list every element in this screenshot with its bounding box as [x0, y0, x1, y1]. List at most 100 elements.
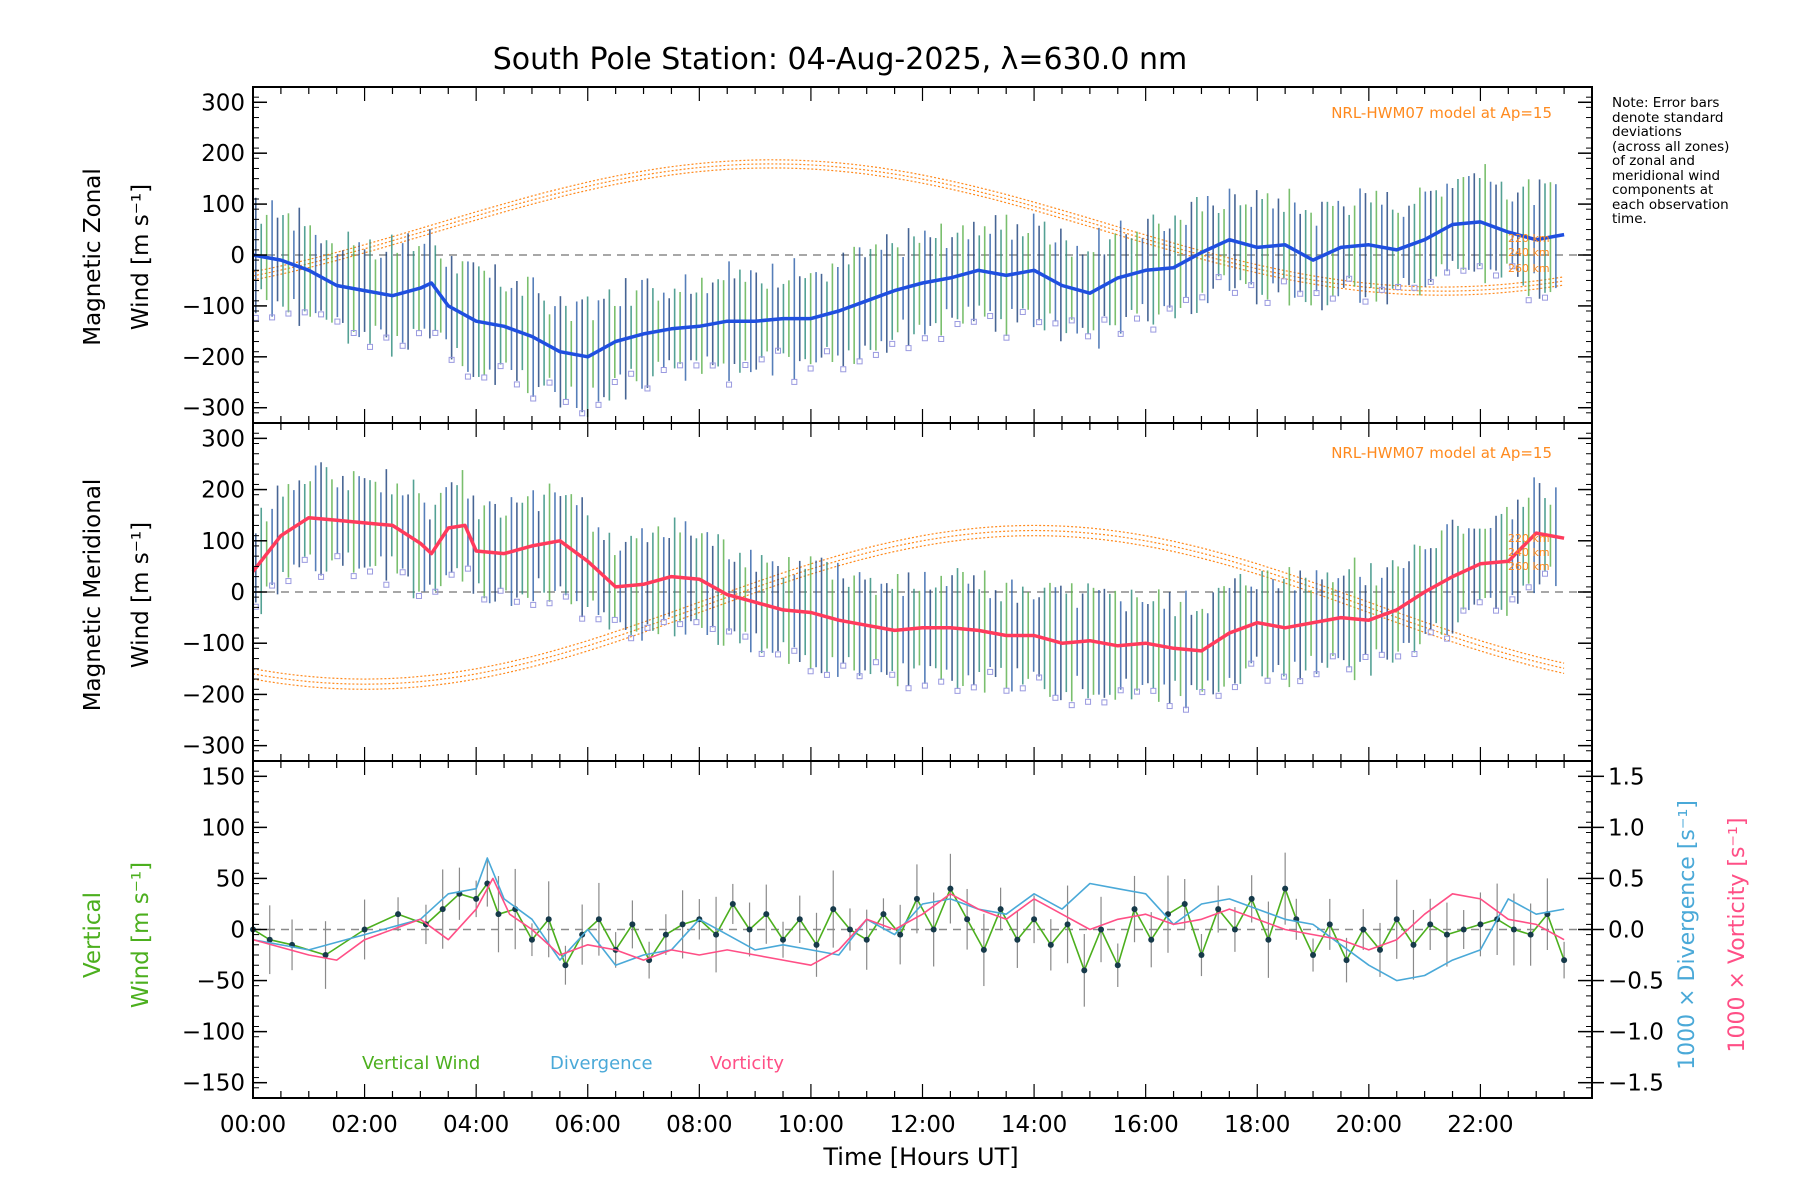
- scatter-point: [1525, 297, 1532, 304]
- error-bar-note: Note: Error bars denote standard deviati…: [1612, 96, 1792, 227]
- scatter-point: [905, 685, 912, 692]
- scatter-point: [481, 374, 488, 381]
- meridional-ylabel-line2: Wind [m s⁻¹]: [128, 522, 154, 668]
- y-tick-label: 100: [201, 529, 245, 555]
- scatter-point: [1444, 635, 1451, 642]
- data-point: [1265, 936, 1272, 943]
- data-point: [763, 911, 770, 918]
- zonal-model-label: NRL-HWM07 model at Ap=15: [1331, 104, 1552, 122]
- data-point: [1014, 936, 1021, 943]
- scatter-point: [938, 678, 945, 685]
- y-tick-label: 300: [201, 426, 245, 452]
- x-tick-label: 10:00: [778, 1112, 844, 1138]
- scatter-point: [513, 598, 520, 605]
- meridional-wind-panel: −300 −200 −100 0 100 200 300: [182, 422, 1593, 762]
- data-point: [1443, 931, 1450, 938]
- y-tick-label: −300: [182, 734, 245, 760]
- scatter-point: [774, 347, 781, 354]
- scatter-point: [954, 687, 961, 694]
- scatter-point: [611, 379, 618, 386]
- scatter-point: [709, 362, 716, 369]
- scatter-point: [1395, 283, 1402, 290]
- scatter-point: [1476, 599, 1483, 606]
- scatter-point: [562, 593, 569, 600]
- scatter-point: [367, 343, 374, 350]
- x-tick-label: 00:00: [220, 1112, 286, 1138]
- scatter-point: [367, 568, 374, 575]
- x-tick-label: 14:00: [1001, 1112, 1067, 1138]
- data-point: [913, 895, 920, 902]
- scatter-point: [1019, 308, 1026, 315]
- scatter-point: [1525, 584, 1532, 591]
- scatter-point: [399, 342, 406, 349]
- scatter-point: [448, 356, 455, 363]
- scatter-point: [1329, 295, 1336, 302]
- scatter-point: [1199, 294, 1206, 301]
- data-point: [746, 926, 753, 933]
- scatter-point: [1101, 316, 1108, 323]
- note-line: each observation: [1612, 196, 1729, 213]
- data-point: [322, 952, 329, 959]
- data-point: [595, 916, 602, 923]
- series-line-divergence: [252, 857, 1565, 982]
- scatter-point: [579, 410, 586, 417]
- scatter-point: [791, 378, 798, 385]
- scatter-point: [1264, 299, 1271, 306]
- scatter-point: [1117, 330, 1124, 337]
- scatter-point: [726, 628, 733, 635]
- x-tick-label: 04:00: [443, 1112, 509, 1138]
- scatter-point: [1085, 698, 1092, 705]
- scatter-point: [987, 313, 994, 320]
- scatter-point: [709, 625, 716, 632]
- scatter-point: [269, 314, 276, 321]
- scatter-point: [758, 650, 765, 657]
- scatter-point: [823, 348, 830, 355]
- scatter-point: [742, 633, 749, 640]
- y-tick-label: 50: [216, 866, 245, 892]
- y-tick-label: 150: [201, 764, 245, 790]
- scatter-point: [1460, 267, 1467, 274]
- scatter-point: [1215, 692, 1222, 699]
- scatter-point: [628, 635, 635, 642]
- y2-tick-label: −1.0: [1608, 1020, 1664, 1046]
- scatter-point: [252, 603, 259, 610]
- vorticity-y2label: 1000 × Vorticity [s⁻¹]: [1725, 818, 1750, 1053]
- scatter-point: [872, 659, 879, 666]
- scatter-point: [1493, 607, 1500, 614]
- scatter-point: [889, 340, 896, 347]
- x-tick-label: 18:00: [1224, 1112, 1290, 1138]
- scatter-point: [1427, 278, 1434, 285]
- scatter-point: [1134, 688, 1141, 695]
- zonal-model-alt-260: 260 km: [1508, 262, 1550, 275]
- data-point: [846, 926, 853, 933]
- data-point: [1148, 936, 1155, 943]
- scatter-point: [611, 616, 618, 623]
- scatter-point: [530, 601, 537, 608]
- scatter-point: [1085, 333, 1092, 340]
- meridional-model-label: NRL-HWM07 model at Ap=15: [1331, 444, 1552, 462]
- scatter-point: [1199, 689, 1206, 696]
- data-point: [1198, 952, 1205, 959]
- model-curve-240km: [252, 163, 1565, 292]
- data-point: [713, 931, 720, 938]
- data-point: [1031, 916, 1038, 923]
- note-line: components at: [1612, 182, 1714, 198]
- scatter-point: [840, 366, 847, 373]
- data-point: [1114, 962, 1121, 969]
- scatter-point: [677, 621, 684, 628]
- note-line: Note: Error bars: [1612, 95, 1720, 111]
- scatter-point: [1476, 263, 1483, 270]
- zonal-ylabel-line2: Wind [m s⁻¹]: [128, 184, 154, 330]
- scatter-point: [497, 587, 504, 594]
- scatter-point: [1248, 660, 1255, 667]
- zonal-model-alt-220: 220 km: [1508, 232, 1550, 245]
- x-axis-label: Time [Hours UT]: [822, 1143, 1018, 1171]
- scatter-point: [1460, 607, 1467, 614]
- data-point: [980, 946, 987, 953]
- data-point: [863, 936, 870, 943]
- data-point: [528, 936, 535, 943]
- y2-tick-label: −0.5: [1608, 969, 1664, 995]
- data-point: [1064, 921, 1071, 928]
- model-curve-260km: [252, 535, 1565, 690]
- zonal-wind-panel: −300 −200 −100 0 100 200 300: [182, 86, 1593, 424]
